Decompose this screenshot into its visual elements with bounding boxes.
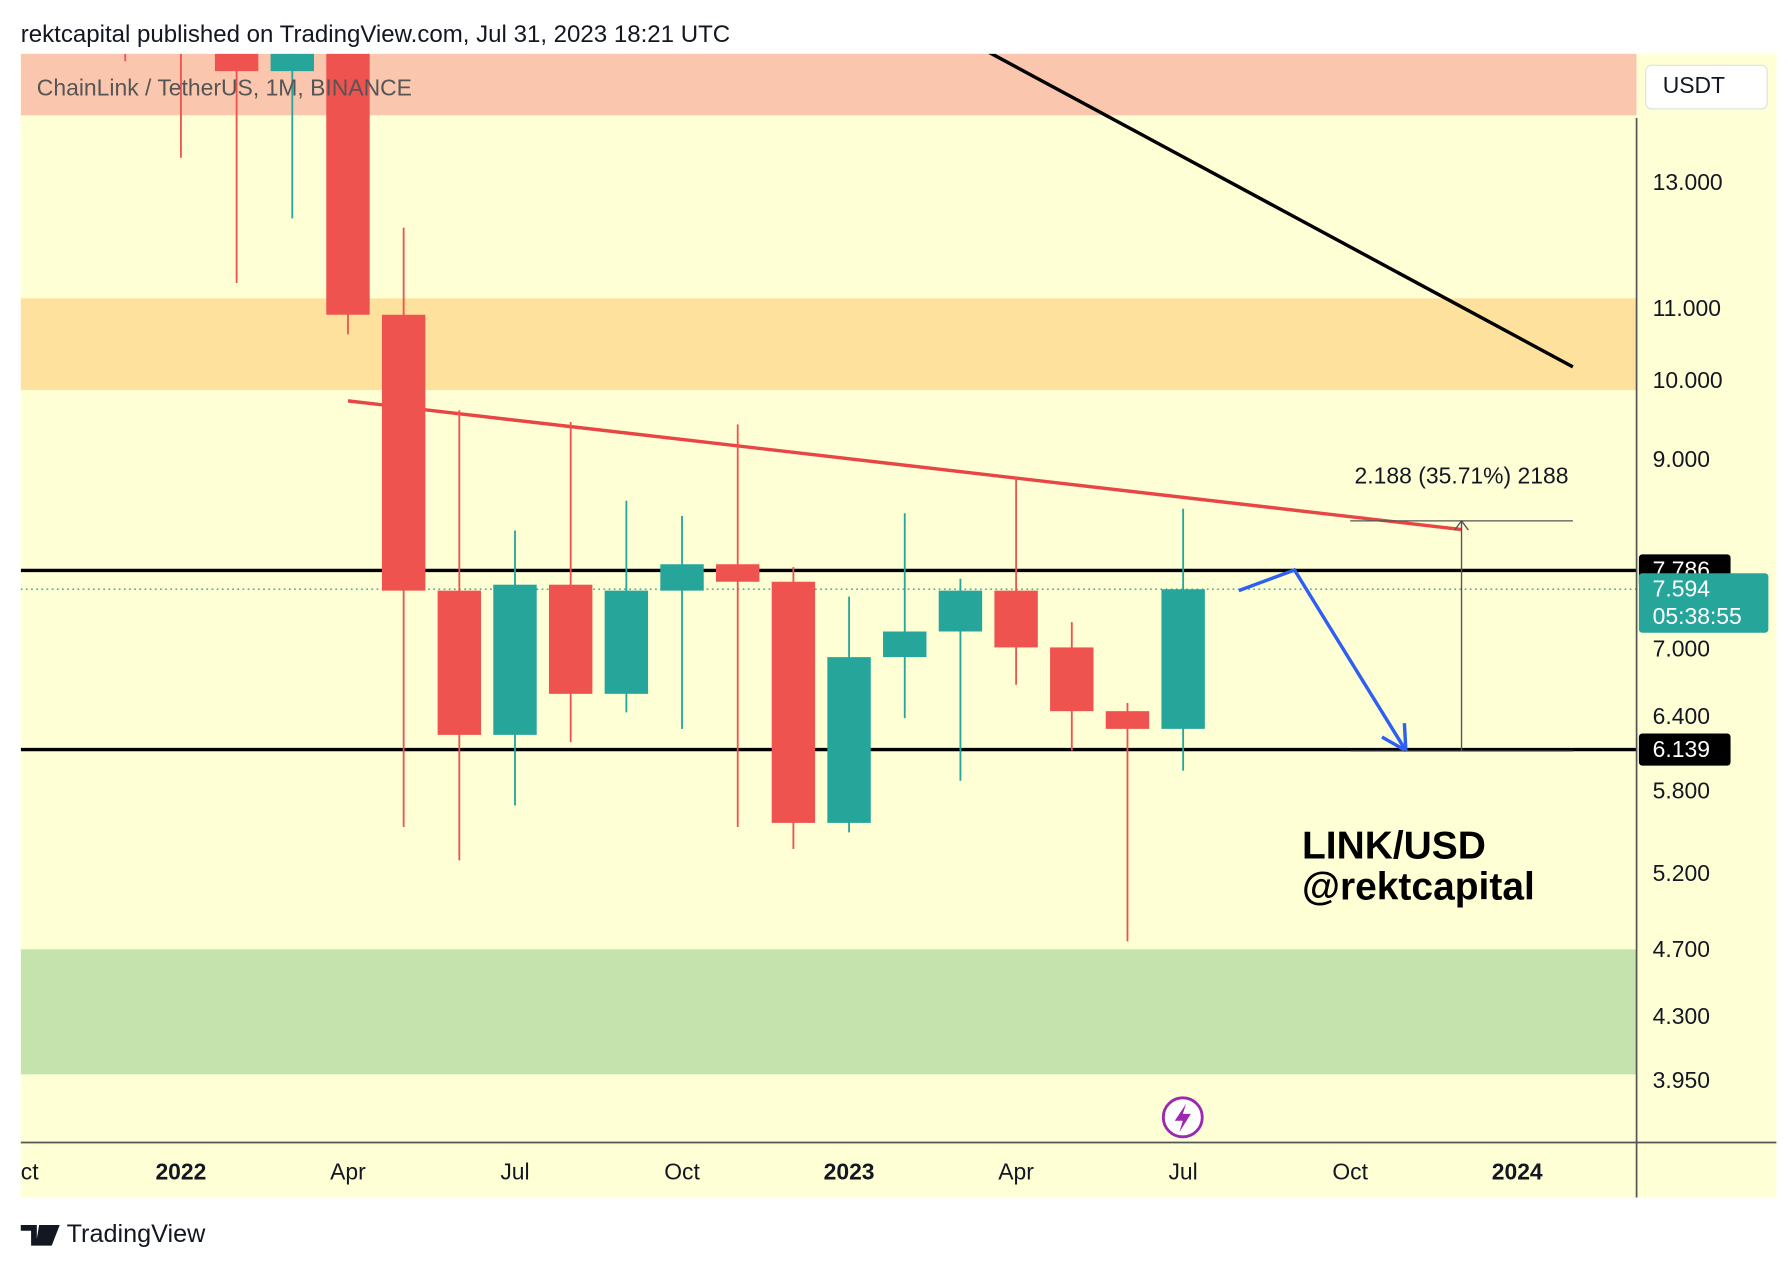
chart-title: ChainLink / TetherUS, 1M, BINANCE bbox=[37, 74, 412, 100]
x-tick-label: Jul bbox=[1168, 1159, 1197, 1185]
trendline bbox=[347, 399, 1462, 532]
y-tick-label: 3.950 bbox=[1653, 1067, 1710, 1093]
x-tick-label: 2022 bbox=[155, 1159, 206, 1185]
zone bbox=[20, 949, 1637, 1075]
y-tick-label: 6.400 bbox=[1653, 703, 1710, 729]
y-tick-label: 5.200 bbox=[1653, 860, 1710, 886]
arrow-head bbox=[1402, 723, 1408, 751]
y-tick-label: 13.000 bbox=[1653, 169, 1723, 195]
candle-body bbox=[715, 564, 760, 582]
last-price-label: 7.594 bbox=[1653, 575, 1711, 601]
footer-text: TradingView bbox=[67, 1220, 206, 1248]
candle-body bbox=[1105, 711, 1150, 729]
x-tick-label: Oct bbox=[664, 1159, 700, 1185]
y-tick-label: 4.700 bbox=[1653, 936, 1710, 962]
candle-body bbox=[326, 53, 370, 315]
candle-body bbox=[1050, 647, 1094, 712]
currency-label[interactable]: USDT bbox=[1663, 72, 1725, 98]
lightning-icon[interactable] bbox=[1161, 1096, 1204, 1139]
measure-label: 2.188 (35.71%) 2188 bbox=[1355, 462, 1569, 488]
measure-arrow-head bbox=[1454, 519, 1469, 531]
plot-area bbox=[20, 53, 1637, 1075]
candle-body bbox=[437, 590, 482, 735]
last-price-box bbox=[1638, 573, 1769, 633]
candle-body bbox=[827, 657, 871, 823]
candle-body bbox=[883, 631, 927, 658]
candle-body bbox=[270, 53, 315, 72]
projection-arrow bbox=[1238, 567, 1408, 752]
currency-button[interactable] bbox=[1645, 64, 1768, 110]
candle-body bbox=[381, 314, 426, 591]
x-tick-label: ct bbox=[21, 1159, 39, 1185]
icon-bolt[interactable] bbox=[1174, 1103, 1191, 1133]
price-label-box bbox=[1638, 733, 1731, 766]
trendline bbox=[988, 53, 1574, 369]
candle-body bbox=[660, 564, 704, 591]
candle-body bbox=[1161, 589, 1205, 729]
arrow-head bbox=[1381, 735, 1407, 753]
price-label: 6.139 bbox=[1653, 736, 1710, 762]
x-tick-label: Oct bbox=[1332, 1159, 1368, 1185]
annotation-line: @rektcapital bbox=[1302, 866, 1535, 909]
x-tick-label: Apr bbox=[998, 1159, 1034, 1185]
y-tick-label: 7.000 bbox=[1653, 636, 1710, 662]
x-tick-label: 2024 bbox=[1492, 1159, 1543, 1185]
x-tick-label: Apr bbox=[330, 1159, 366, 1185]
candle-body bbox=[938, 590, 983, 632]
zone bbox=[20, 298, 1637, 391]
annotation-line: LINK/USD bbox=[1302, 824, 1486, 867]
countdown-label: 05:38:55 bbox=[1653, 603, 1742, 629]
candle-body bbox=[994, 590, 1038, 648]
y-tick-label: 11.000 bbox=[1653, 295, 1721, 321]
y-tick-label: 5.800 bbox=[1653, 777, 1710, 803]
y-tick-label: 4.300 bbox=[1653, 1003, 1710, 1029]
candle-body bbox=[548, 584, 593, 694]
candle-body bbox=[604, 590, 649, 694]
y-tick-label: 10.000 bbox=[1653, 367, 1723, 393]
candle-body bbox=[214, 53, 259, 72]
candle-body bbox=[493, 584, 537, 735]
footer-logo bbox=[20, 1225, 60, 1246]
y-tick-label: 9.000 bbox=[1653, 446, 1710, 472]
x-tick-label: Jul bbox=[500, 1159, 529, 1185]
source-text: rektcapital published on TradingView.com… bbox=[21, 21, 730, 48]
logo-mark bbox=[20, 1225, 60, 1246]
x-tick-label: 2023 bbox=[824, 1159, 875, 1185]
candle-body bbox=[771, 581, 816, 823]
